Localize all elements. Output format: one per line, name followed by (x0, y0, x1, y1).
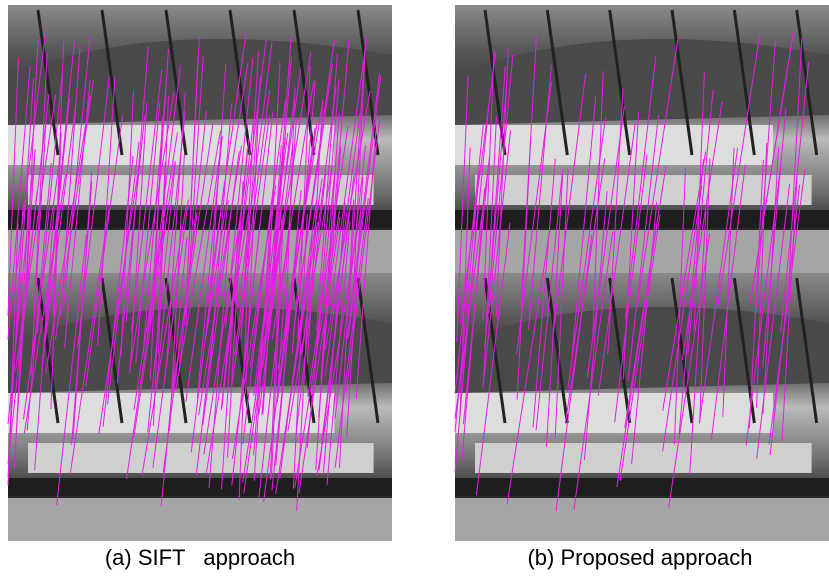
photo-pair (455, 5, 829, 541)
page: (a) SIFT approach (b) Proposed approach … (0, 0, 829, 577)
caption: (a) SIFT approach (0, 545, 400, 571)
grass (8, 498, 392, 541)
photo-pair (8, 5, 392, 541)
dock (8, 478, 392, 496)
figure (0, 0, 829, 545)
caption: (b) Proposed approach (440, 545, 829, 571)
grass (455, 498, 829, 541)
boat (475, 443, 812, 473)
